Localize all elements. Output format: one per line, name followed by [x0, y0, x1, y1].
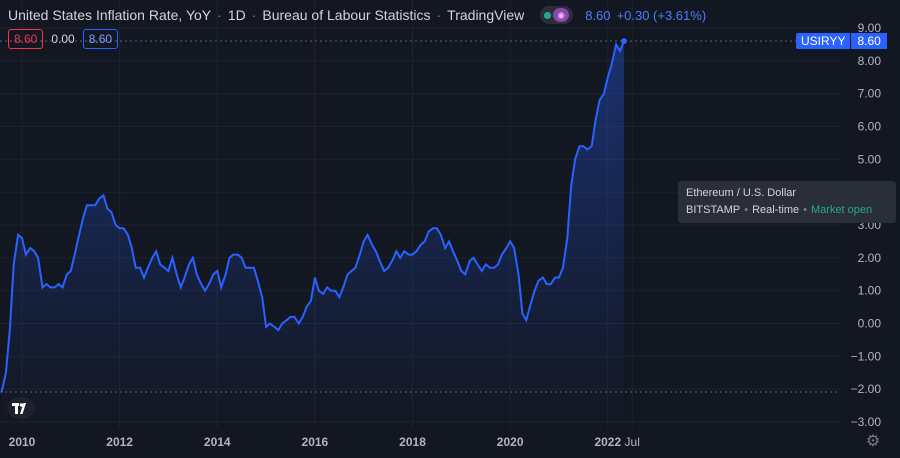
- visibility-toggle[interactable]: ◉: [540, 6, 574, 24]
- y-tick-label: −3.00: [851, 415, 882, 429]
- symbol-label: USIRYY: [796, 33, 851, 49]
- y-axis[interactable]: 9.008.007.006.005.004.003.002.001.000.00…: [851, 21, 882, 429]
- x-tick-label: 2016: [302, 435, 329, 449]
- x-tick-label: 2010: [9, 435, 36, 449]
- x-tick-label: 2018: [399, 435, 426, 449]
- tooltip-status: Market open: [811, 204, 873, 216]
- chart-header: United States Inflation Rate, YoY · 1D ·…: [8, 6, 707, 24]
- tooltip-exchange: BITSTAMP: [686, 204, 741, 216]
- value-box-blue: 8.60: [82, 29, 119, 49]
- y-tick-label: 9.00: [858, 21, 882, 35]
- y-tick-label: −2.00: [851, 382, 882, 396]
- tooltip-feed: Real-time: [752, 204, 800, 216]
- series-area: [1, 41, 624, 422]
- y-tick-label: 2.00: [858, 251, 882, 265]
- value-box-red: 8.60: [8, 29, 44, 49]
- status-dot-icon: [544, 11, 552, 19]
- x-tick-label: 2022: [594, 435, 621, 449]
- change-value: +0.30 (+3.61%): [616, 7, 707, 23]
- x-tick-label: 2014: [204, 435, 231, 449]
- tradingview-logo-icon[interactable]: [7, 397, 35, 419]
- price-axis-tag: USIRYY 8.60: [796, 33, 887, 49]
- y-tick-label: 1.00: [858, 284, 882, 298]
- x-tick-label: 2012: [106, 435, 133, 449]
- last-value: 8.60: [585, 7, 611, 23]
- y-tick-label: 8.00: [858, 54, 882, 68]
- source-label: Bureau of Labour Statistics: [262, 7, 431, 23]
- ohlc-row: 8.60 0.00 8.60: [8, 29, 119, 49]
- x-tick-label: Jul: [625, 435, 640, 449]
- symbol-tooltip: Ethereum / U.S. Dollar BITSTAMP • Real-tim…: [678, 181, 896, 223]
- y-tick-label: 7.00: [858, 87, 882, 101]
- y-tick-label: 6.00: [858, 120, 882, 134]
- y-tick-label: −1.00: [851, 349, 882, 363]
- platform-label: TradingView: [447, 7, 525, 23]
- x-tick-label: 2020: [497, 435, 524, 449]
- interval-label[interactable]: 1D: [227, 7, 246, 23]
- eye-icon[interactable]: ◉: [553, 8, 570, 22]
- series-line: [0, 40, 625, 393]
- y-tick-label: 5.00: [858, 152, 882, 166]
- y-tick-label: 0.00: [858, 317, 882, 331]
- tooltip-instrument: Ethereum / U.S. Dollar: [686, 187, 797, 199]
- series-title[interactable]: United States Inflation Rate, YoY: [8, 7, 212, 23]
- value-zero: 0.00: [51, 32, 75, 46]
- last-value-marker: [620, 38, 627, 45]
- gear-icon[interactable]: ⚙: [865, 433, 881, 450]
- symbol-price: 8.60: [850, 33, 887, 49]
- x-axis[interactable]: 2010 2012 2014 2016 2018 2020 2022 Jul: [9, 435, 640, 449]
